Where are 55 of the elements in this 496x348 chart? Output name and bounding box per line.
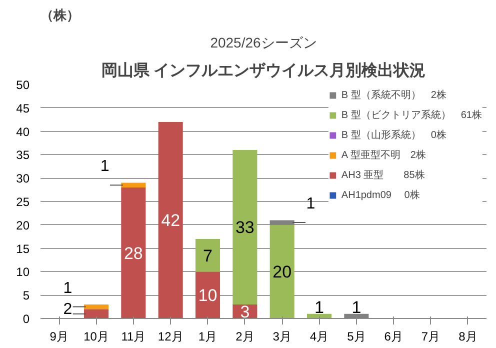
y-tick-label: 15 [16, 242, 30, 256]
y-tick-label: 30 [16, 172, 30, 186]
bar [121, 187, 146, 318]
x-tick-label: 2月 [236, 330, 254, 344]
x-tick-label: 8月 [458, 330, 478, 344]
x-tick-label: 11月 [121, 330, 146, 344]
chart-title: 岡山県 インフルエンザウイルス月別検出状況 [101, 62, 426, 80]
y-tick-label: 50 [16, 78, 30, 92]
data-label: 1 [306, 196, 316, 213]
x-tick-label: 1月 [198, 330, 218, 344]
legend-label: A 型亜型不明 2株 [341, 148, 426, 162]
data-label: 28 [124, 244, 143, 263]
x-tick-label: 4月 [310, 330, 329, 344]
x-tick-label: 3月 [272, 330, 292, 344]
bar [121, 182, 146, 188]
data-label: 1 [314, 298, 324, 317]
legend-label: B 型（ビクトリア系統） 61株 [341, 108, 482, 122]
bar [195, 238, 220, 272]
data-label: 10 [198, 286, 218, 306]
bar [232, 150, 258, 304]
x-tick-label: 5月 [347, 330, 366, 344]
y-tick-label: 10 [16, 265, 30, 280]
y-tick-label: 45 [16, 101, 30, 116]
legend-label: B 型（山形系統） 0株 [341, 128, 446, 142]
data-label: 2 [63, 300, 72, 318]
bar [195, 272, 220, 318]
y-axis-title: （株） [40, 8, 80, 22]
bar [84, 304, 109, 310]
chart-subtitle: 2025/26シーズン [210, 34, 317, 50]
y-tick-label: 5 [22, 288, 30, 303]
x-tick-label: 9月 [50, 330, 68, 344]
legend-label: AH3 亜型 85株 [341, 168, 425, 182]
y-tick-label: 20 [16, 218, 30, 232]
data-label: 42 [161, 211, 180, 230]
data-label: 7 [203, 246, 212, 266]
legend-label: AH1pdm09 0株 [341, 188, 420, 202]
y-tick-label: 35 [16, 148, 30, 162]
data-label: 1 [63, 280, 72, 297]
data-label: 1 [100, 158, 110, 176]
x-tick-label: 7月 [421, 330, 440, 344]
x-tick-label: 6月 [384, 330, 403, 344]
bar [84, 309, 109, 318]
data-label: 3 [240, 302, 250, 322]
x-tick-label: 10月 [84, 330, 109, 344]
y-tick-label: 25 [16, 195, 30, 209]
bar [270, 224, 294, 318]
legend-label: B 型（系統不明） 2株 [341, 88, 446, 102]
y-tick-label: 40 [16, 124, 30, 139]
bar [158, 122, 183, 318]
y-tick-label: 0 [22, 312, 30, 326]
data-label: 20 [272, 262, 292, 282]
bar [270, 220, 294, 225]
x-tick-label: 12月 [158, 330, 184, 344]
data-label: 33 [235, 218, 254, 238]
data-label: 1 [352, 298, 362, 317]
